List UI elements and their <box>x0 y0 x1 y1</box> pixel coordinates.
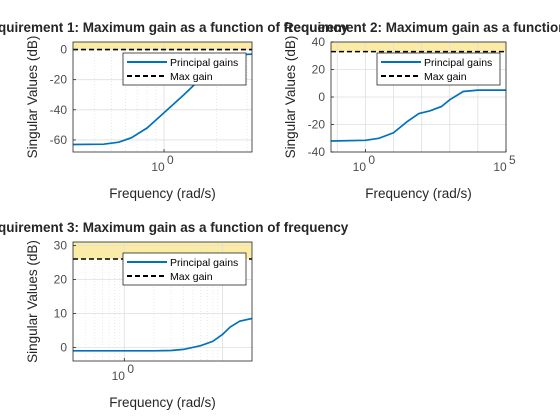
chart1-legend: Principal gains Max gain <box>122 52 247 86</box>
chart3-x-tick-exponent: 0 <box>127 362 134 376</box>
chart3-x-tick-label: 10 <box>112 369 126 383</box>
chart2-x-axis-label: Frequency (rad/s) <box>365 186 472 201</box>
chart1-x-tick-label: 10 <box>151 160 165 174</box>
chart1-x-axis-label: Frequency (rad/s) <box>109 186 216 201</box>
chart1-y-tick-label: -60 <box>50 133 68 147</box>
chart1-bound-region <box>73 42 252 50</box>
chart3-legend: Principal gains Max gain <box>122 252 247 286</box>
chart1-y-tick-label: 0 <box>60 43 67 57</box>
chart3-series-line <box>73 317 252 352</box>
chart3-y-tick-label: 10 <box>54 306 68 320</box>
chart2-x-tick-exponent: 0 <box>368 153 375 167</box>
chart1-axes-box <box>72 41 253 153</box>
chart3-legend-box <box>122 252 247 286</box>
chart2-legend-entry: Max gain <box>424 71 467 83</box>
chart3-x-axis-label: Frequency (rad/s) <box>109 395 216 410</box>
chart1-title: Requirement 1: Maximum gain as a functio… <box>0 20 349 35</box>
chart2-x-tick-exponent: 5 <box>509 153 516 167</box>
chart2-legend-box <box>376 52 501 86</box>
chart2-y-tick-label: 40 <box>312 35 326 49</box>
chart3-y-tick-label: 30 <box>54 238 68 252</box>
chart3-y-tick-label: 0 <box>60 340 67 354</box>
chart2-y-tick-label: 0 <box>318 90 325 104</box>
chart1-y-tick-label: -20 <box>50 73 68 87</box>
chart3-y-axis-label: Singular Values (dB) <box>25 240 40 363</box>
chart3-y-tick-label: 20 <box>54 272 68 286</box>
chart3-legend-entry: Max gain <box>170 271 213 283</box>
chart3-axes-box <box>72 241 253 362</box>
chart2-series-line <box>331 89 506 142</box>
chart2-y-tick-label: 20 <box>312 63 326 77</box>
chart2-y-tick-label: -20 <box>308 118 326 132</box>
chart2-y-axis-label: Singular Values (dB) <box>283 36 298 159</box>
chart3-legend-entry: Principal gains <box>170 257 238 269</box>
chart1-legend-entry: Max gain <box>170 71 213 83</box>
chart1-legend-entry: Principal gains <box>170 57 238 69</box>
chart1-y-axis-label: Singular Values (dB) <box>25 36 40 159</box>
chart2-y-tick-label: -40 <box>308 145 326 159</box>
chart3-title: Requirement 3: Maximum gain as a functio… <box>0 220 349 235</box>
chart1-y-tick-label: -40 <box>50 103 68 117</box>
chart2-bound-region <box>331 42 506 52</box>
chart2-title: Requirement 2: Maximum gain as a functio… <box>284 20 560 35</box>
chart2-x-tick-label: 10 <box>353 160 367 174</box>
chart2-legend-entry: Principal gains <box>424 57 492 69</box>
chart1-legend-box <box>122 52 247 86</box>
chart1-x-tick-exponent: 0 <box>167 153 174 167</box>
chart2-legend: Principal gains Max gain <box>376 52 501 86</box>
chart2-x-tick-label: 10 <box>493 160 507 174</box>
